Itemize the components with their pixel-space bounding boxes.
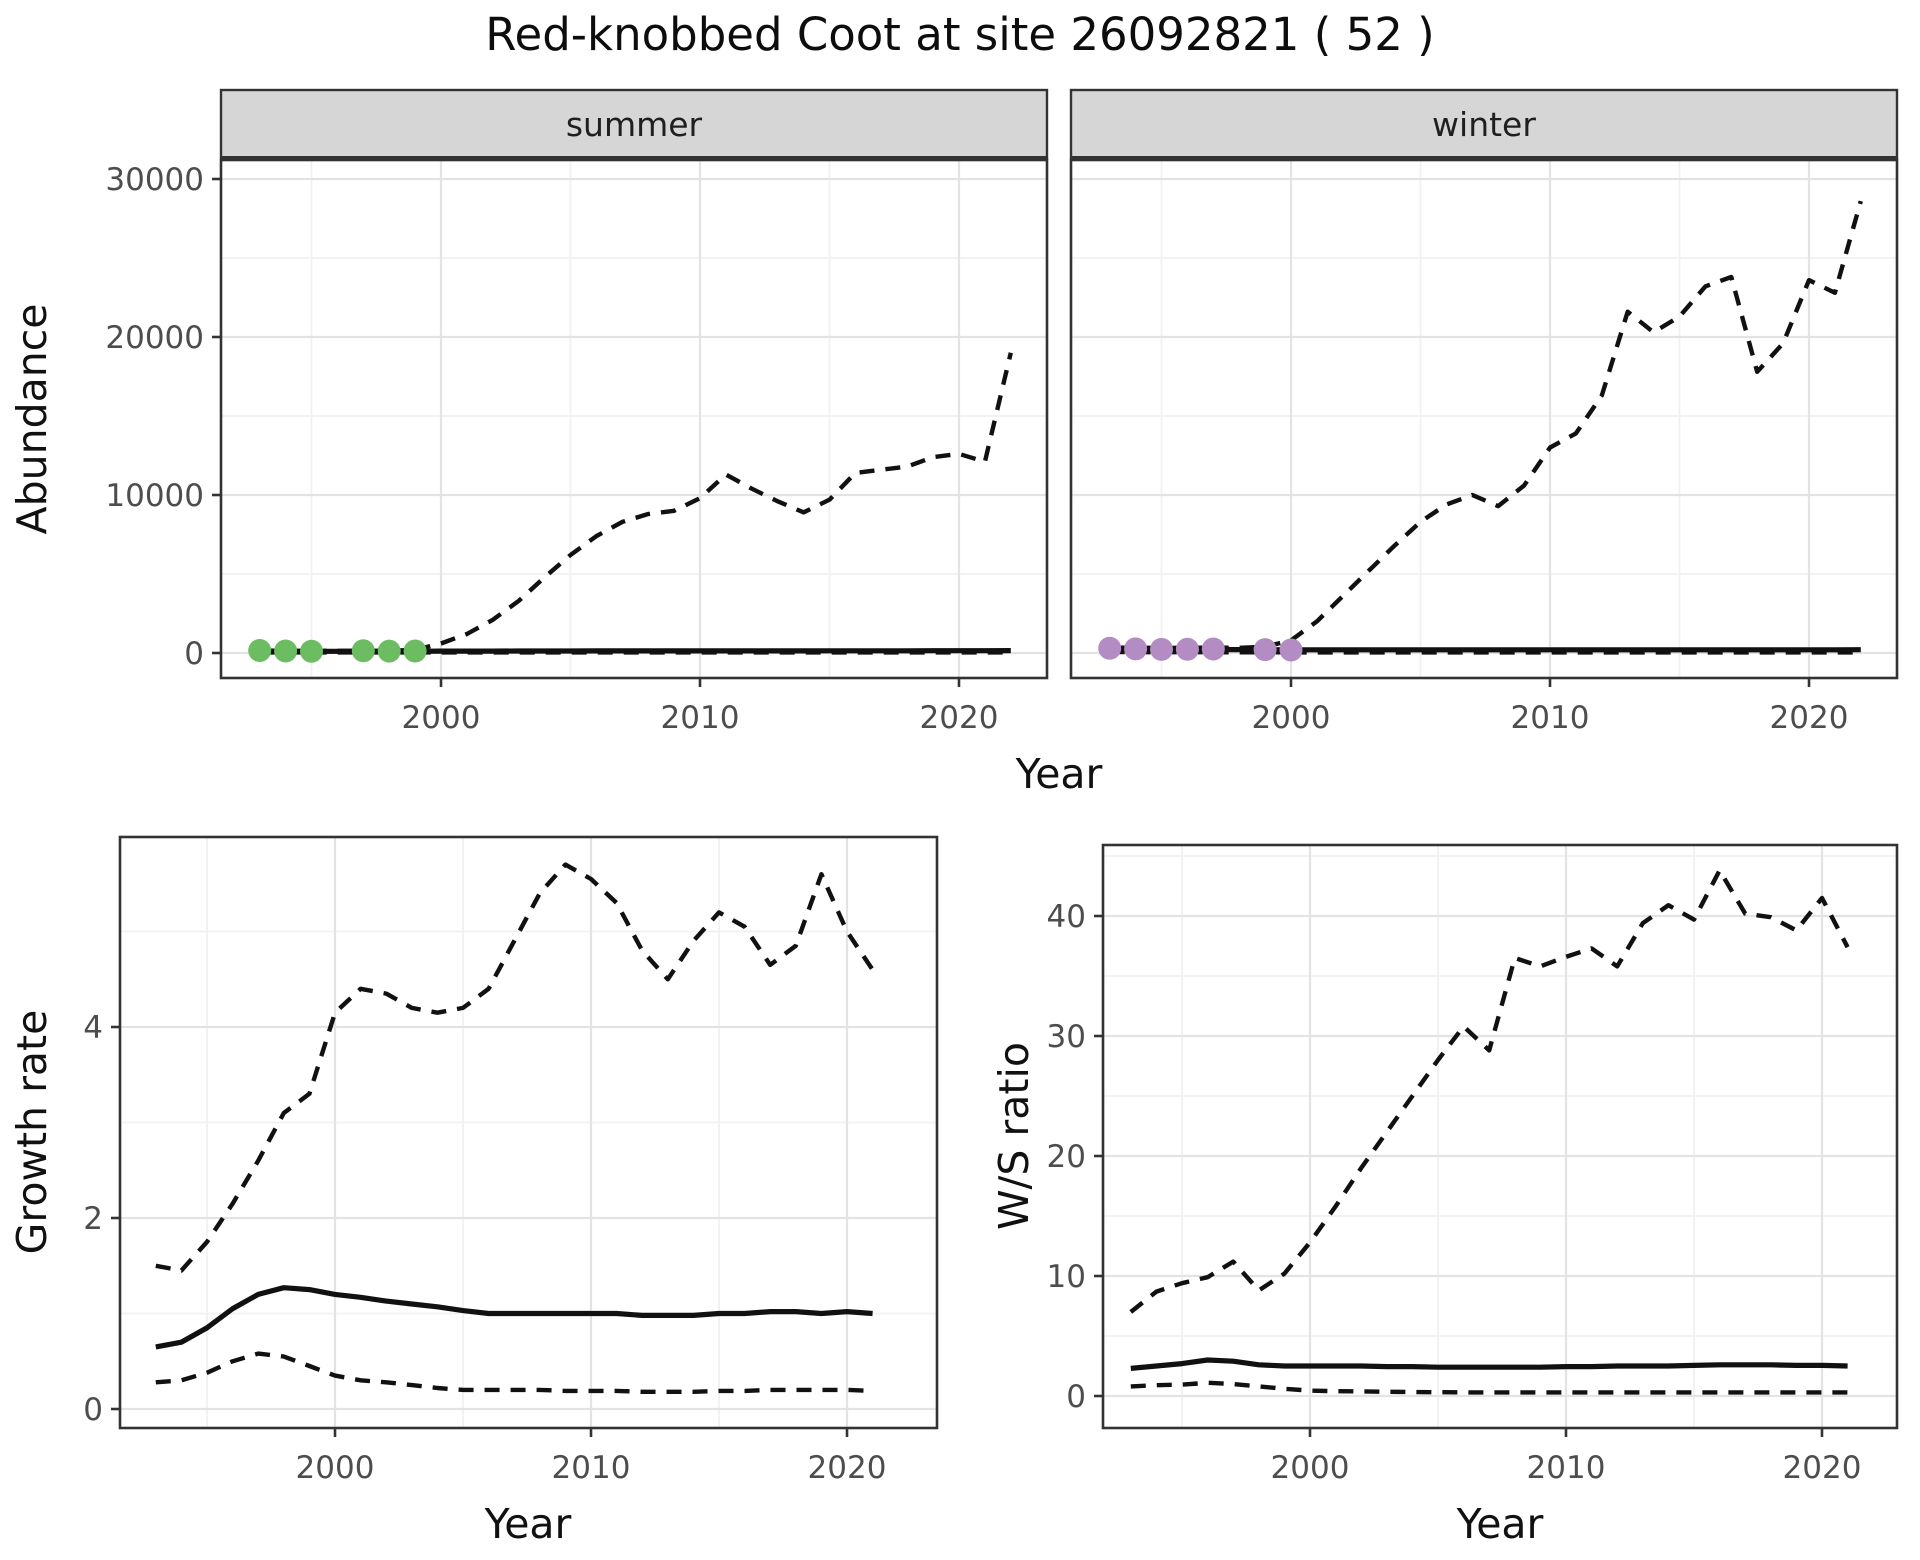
y-tick-label: 0 [184, 636, 204, 672]
observed-point [1150, 637, 1173, 661]
ws-ratio-chart: 2000 2010 2020 0 10 20 30 40 [1047, 843, 1899, 1486]
winter-abundance-observed-counts [1098, 636, 1303, 662]
y-tick-label: 0 [83, 1392, 103, 1428]
x-tick-label: 2000 [1271, 1450, 1350, 1486]
y-tick-label: 30 [1047, 1019, 1086, 1055]
observed-point [1201, 637, 1225, 661]
observed-point [1098, 636, 1122, 660]
panel-background [1103, 845, 1897, 1428]
x-tick-label: 2010 [1511, 700, 1590, 736]
x-tick-label: 2020 [808, 1450, 887, 1486]
year-axis-title-top: Year [1015, 750, 1103, 798]
x-tick-label: 2000 [1252, 700, 1331, 736]
panel-background [120, 837, 937, 1428]
panel-background [1071, 160, 1897, 678]
y-tick-label: 2 [83, 1201, 103, 1237]
winter-abundance-median-line [1109, 646, 1861, 653]
observed-point [1124, 637, 1148, 661]
panel-border [118, 835, 939, 1430]
ws-ratio-axis-title: W/S ratio [990, 1042, 1038, 1230]
year-axis-title-bottom-right: Year [1456, 1500, 1544, 1548]
y-tick-label: 20000 [105, 320, 204, 356]
panel-border [1101, 843, 1899, 1430]
observed-point [300, 639, 323, 663]
winter-abundance-series-group [1109, 200, 1863, 655]
growth-rate-chart: 2000 2010 2020 0 2 4 [83, 835, 939, 1486]
summer-abundance-upper_ci-line [259, 352, 1013, 654]
y-tick-label: 10 [1047, 1259, 1086, 1295]
winter-abundance-chart: winter 2000 2010 2020 [1069, 88, 1899, 736]
ws-ratio-upper_ci-line [1129, 868, 1850, 1314]
growth-rate-lower_ci-line [155, 1351, 873, 1394]
x-tick-label: 2000 [296, 1450, 375, 1486]
x-tick-label: 2000 [402, 700, 481, 736]
observed-point [1175, 637, 1199, 661]
facet-strip-winter [1069, 88, 1899, 160]
y-tick-label: 0 [1066, 1379, 1086, 1415]
ws-ratio-series-group [1129, 868, 1850, 1395]
observed-point [403, 639, 427, 663]
figure-title: Red-knobbed Coot at site 26092821 ( 52 ) [485, 8, 1435, 61]
x-tick-label: 2020 [920, 700, 999, 736]
growth-rate-upper_ci-line [155, 862, 875, 1273]
observed-point [274, 639, 298, 663]
observed-point [351, 639, 375, 663]
year-axis-title-bottom-left: Year [484, 1500, 572, 1548]
ws-ratio-median-line [1130, 1357, 1848, 1371]
x-tick-label: 2020 [1770, 700, 1849, 736]
y-tick-label: 4 [83, 1010, 103, 1046]
facet-label: summer [566, 105, 703, 144]
y-tick-label: 30000 [105, 162, 204, 198]
growth-rate-median-line [155, 1285, 873, 1350]
x-tick-label: 2010 [552, 1450, 631, 1486]
y-tick-label: 20 [1047, 1139, 1086, 1175]
observed-point [377, 639, 401, 663]
abundance-axis-title: Abundance [8, 304, 56, 535]
x-tick-label: 2010 [661, 700, 740, 736]
observed-point [1253, 638, 1277, 662]
y-tick-label: 40 [1047, 899, 1086, 935]
facet-label: winter [1432, 105, 1536, 144]
y-tick-label: 10000 [105, 478, 204, 514]
x-tick-label: 2010 [1527, 1450, 1606, 1486]
summer-abundance-chart: summer 2000 2010 2020 0 10000 20000 30000 [105, 88, 1049, 736]
x-tick-label: 2020 [1783, 1450, 1862, 1486]
growth-rate-series-group [155, 862, 875, 1394]
growth-rate-axis-title: Growth rate [8, 1010, 56, 1255]
winter-abundance-upper_ci-line [1109, 200, 1863, 651]
summer-abundance-observed-counts [248, 638, 427, 663]
observed-point [1279, 638, 1303, 662]
observed-point [248, 638, 272, 662]
panel-background [221, 160, 1047, 678]
